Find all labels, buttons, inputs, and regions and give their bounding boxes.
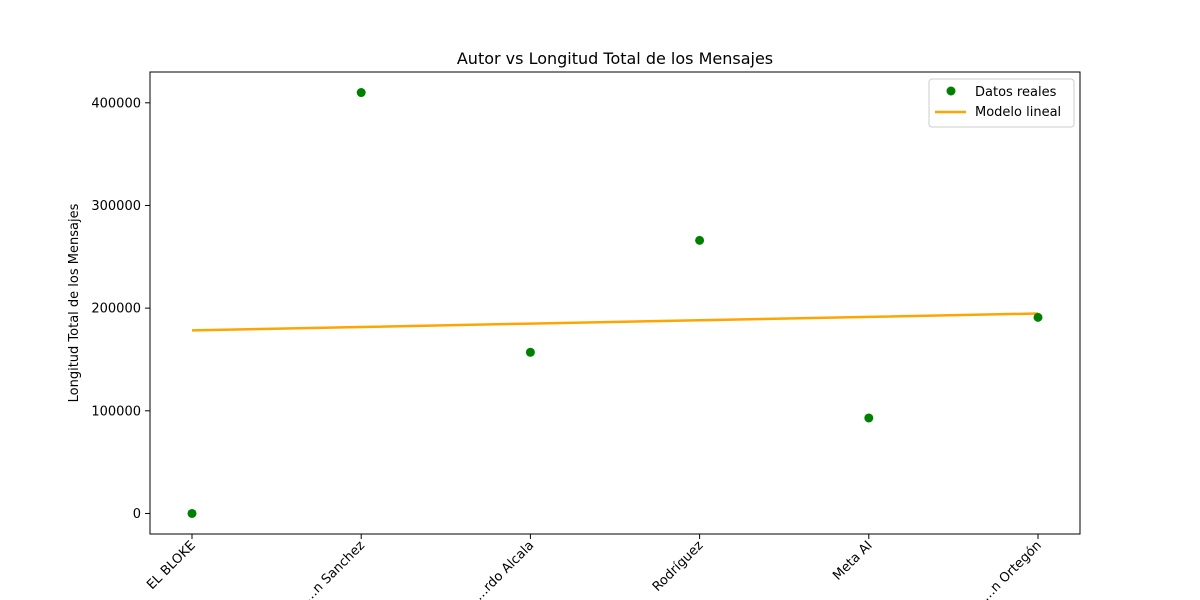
x-tick-label: EL BLOKE: [144, 538, 199, 593]
linear-model-line: [191, 312, 1039, 332]
x-tick-label: …n Sanchez: [301, 538, 368, 600]
series-layer: [187, 88, 1043, 518]
data-point: [864, 413, 874, 423]
x-tick-label: …n Ortegón: [979, 538, 1045, 600]
legend-label-modelo-lineal: Modelo lineal: [975, 105, 1061, 120]
x-axis: EL BLOKE …n Sanchez …rdo Alcala Rodríguez Me…: [144, 534, 1045, 600]
chart-title: Autor vs Longitud Total de los Mensajes: [457, 49, 773, 68]
legend-marker-datos-reales: [946, 86, 956, 96]
x-tick-label: Rodríguez: [650, 538, 707, 595]
y-tick-label: 0: [133, 507, 141, 522]
y-axis: 0 100000 200000 300000 400000: [91, 96, 150, 522]
x-tick-label: …rdo Alcala: [472, 538, 538, 600]
y-tick-label: 400000: [91, 96, 141, 111]
data-point: [356, 88, 366, 98]
data-point: [187, 508, 197, 518]
y-tick-label: 200000: [91, 302, 141, 317]
x-tick-label: Meta AI: [830, 538, 875, 583]
y-tick-label: 100000: [91, 404, 141, 419]
data-point: [695, 235, 705, 245]
legend-label-datos-reales: Datos reales: [975, 85, 1057, 100]
data-point: [525, 347, 535, 357]
plot-area: [149, 71, 1081, 535]
legend: Datos reales Modelo lineal: [928, 78, 1075, 128]
legend-box: [928, 78, 1075, 128]
data-point: [1033, 312, 1043, 322]
y-tick-label: 300000: [91, 199, 141, 214]
y-axis-title: Longitud Total de los Mensajes: [67, 203, 82, 402]
